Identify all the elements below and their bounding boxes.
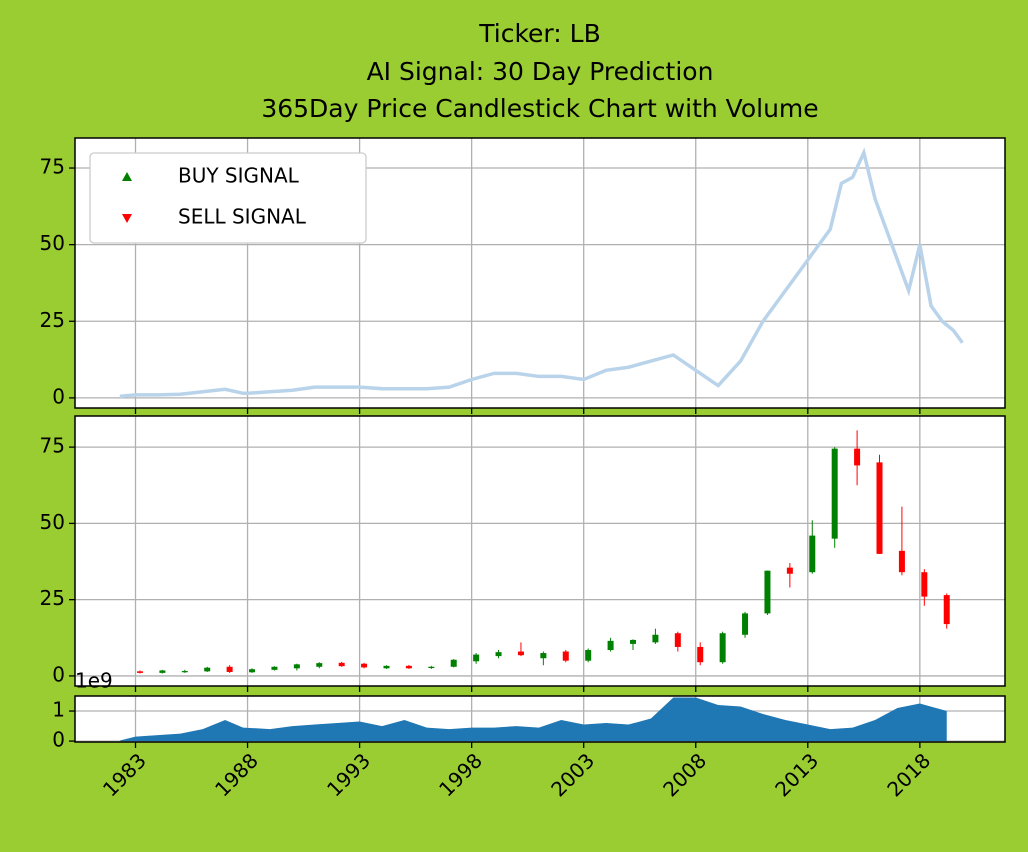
candle-body (831, 448, 838, 539)
chart-subtitle: 365Day Price Candlestick Chart with Volu… (261, 94, 818, 123)
candle-body (674, 633, 681, 647)
candle-body (943, 595, 950, 625)
candle-body (876, 462, 883, 554)
candle-body (697, 646, 704, 663)
candle-body (630, 639, 636, 644)
y-tick-label: 25 (40, 308, 65, 332)
candle-body (517, 651, 524, 656)
candle-body (159, 670, 166, 673)
y-tick-label: 75 (40, 155, 65, 179)
candle-body (921, 572, 928, 597)
candle-body (428, 666, 435, 668)
candle-body (338, 662, 345, 667)
candle-body (562, 651, 569, 661)
y-tick-label: 50 (40, 231, 65, 255)
candle-body (898, 550, 905, 573)
candle-body (764, 570, 771, 614)
chart-title: Ticker: LB (478, 19, 600, 48)
y-tick-label: 0 (52, 384, 65, 408)
candle-body (181, 671, 188, 673)
y-tick-label: 50 (40, 510, 65, 534)
candle-body (809, 535, 816, 573)
candle-body (271, 666, 278, 670)
candle-body (249, 669, 256, 673)
candle-body (204, 667, 211, 672)
plot-frame (74, 415, 1006, 687)
plot-area (75, 416, 1005, 686)
candle-body (719, 633, 726, 663)
plot-frame (74, 695, 1006, 743)
candle-body (585, 650, 592, 661)
candle-body (136, 671, 143, 673)
legend-box (89, 152, 367, 244)
candle-body (226, 666, 233, 672)
candle-body (786, 567, 793, 574)
candle-body (854, 448, 861, 466)
candle-body (473, 654, 480, 662)
candle-body (405, 665, 412, 669)
y-tick-label: 25 (40, 586, 65, 610)
candle-body (293, 664, 300, 669)
legend-marker (122, 214, 132, 223)
legend-label: SELL SIGNAL (178, 205, 307, 229)
candle-body (607, 640, 614, 650)
legend-marker (122, 172, 132, 181)
y-tick-label: 75 (40, 434, 65, 458)
legend: BUY SIGNAL SELL SIGNAL (89, 152, 367, 244)
y-tick-label: 0 (52, 662, 65, 686)
y-tick-label: 0 (52, 728, 65, 752)
candle-body (495, 652, 502, 657)
candle-body (361, 663, 368, 668)
price-line (119, 147, 964, 399)
candle-body (540, 653, 547, 659)
candle-body (316, 663, 323, 667)
volume-area (119, 697, 947, 742)
offset-label: 1e9 (75, 669, 113, 693)
chart-subtitle: AI Signal: 30 Day Prediction (367, 57, 714, 86)
legend-label: BUY SIGNAL (178, 164, 300, 188)
candle-body (742, 613, 749, 635)
plot-frame (74, 137, 1006, 409)
candle-body (450, 659, 457, 667)
y-tick-label: 1 (52, 698, 65, 722)
candle-body (652, 634, 659, 643)
candle-body (383, 665, 390, 669)
